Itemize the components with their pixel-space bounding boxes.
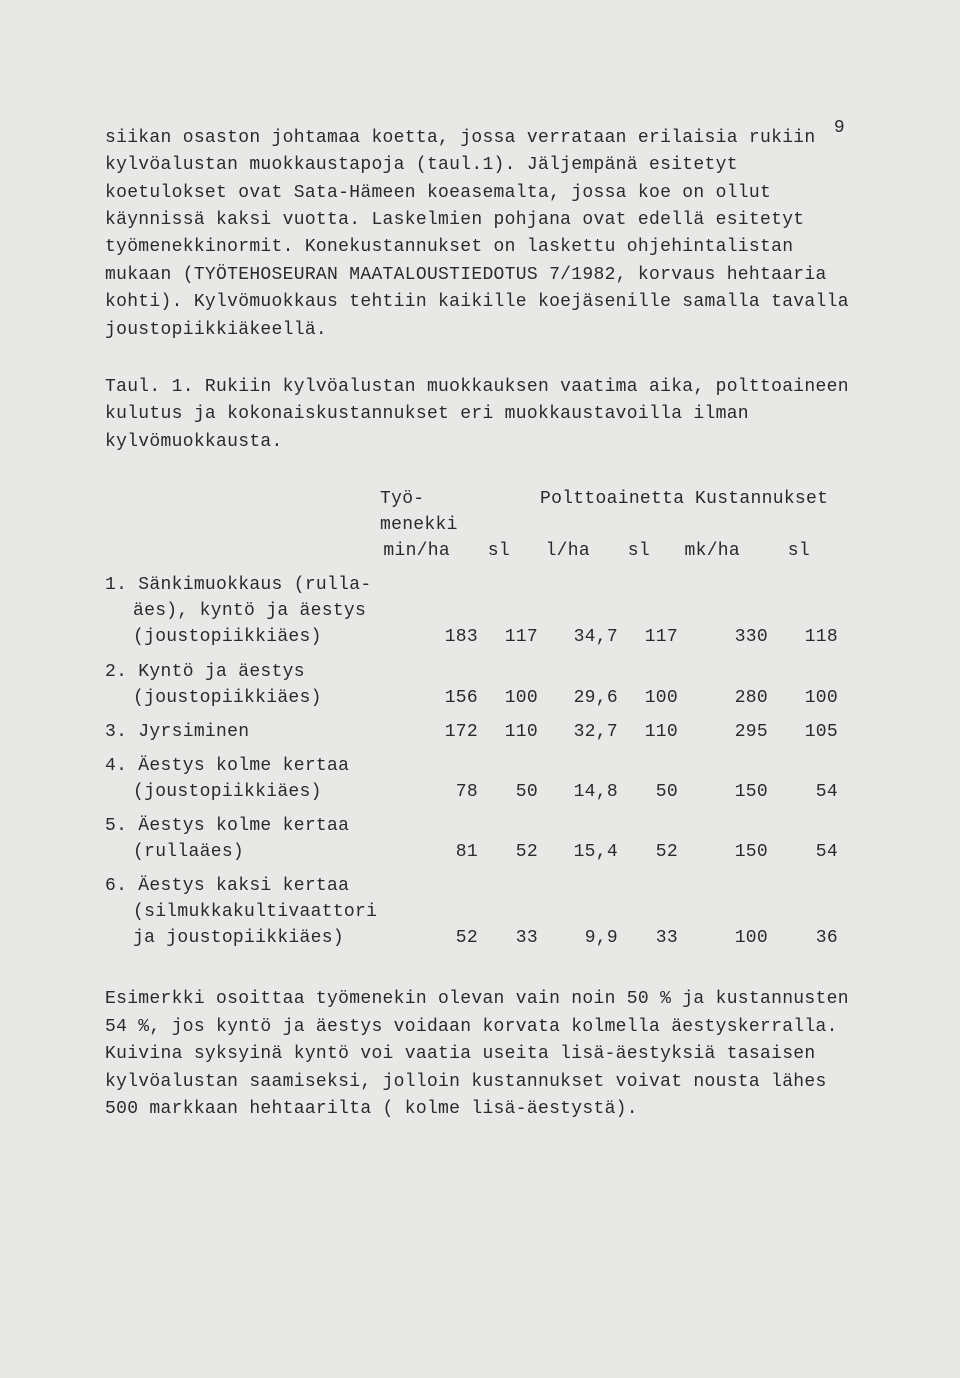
cell-value: 295 [678, 719, 768, 745]
cell-value: 150 [678, 779, 768, 805]
table-row: 1. Sänkimuokkaus (rulla- äes), kyntö ja … [105, 572, 870, 650]
header-tyomenekki-1: Työ- [370, 486, 520, 512]
header-polttoainetta: Polttoainetta [520, 486, 680, 512]
cell-value: 52 [618, 839, 678, 865]
table-header-group-row: Työ- Polttoainetta Kustannukset [105, 486, 870, 512]
cell-value: 81 [398, 839, 478, 865]
cell-value: 52 [478, 839, 538, 865]
cell-value: 32,7 [538, 719, 618, 745]
cell-value: 14,8 [538, 779, 618, 805]
cell-value: 150 [678, 839, 768, 865]
table-caption: Taul. 1. Rukiin kylvöalustan muokkauksen… [105, 374, 870, 456]
cell-value: 78 [398, 779, 478, 805]
header-spacer [105, 512, 370, 538]
cell-value: 183 [398, 624, 478, 650]
row-label: 3. Jyrsiminen [105, 719, 398, 745]
header-kustannukset: Kustannukset [680, 486, 855, 512]
cell-value: 156 [398, 685, 478, 711]
cell-value: 100 [768, 685, 838, 711]
header-spacer [105, 538, 370, 564]
document-page: 9 siikan osaston johtamaa koetta, jossa … [0, 0, 960, 1213]
cell-value: 172 [398, 719, 478, 745]
table-body: 1. Sänkimuokkaus (rulla- äes), kyntö ja … [105, 572, 870, 951]
cell-value: 36 [768, 925, 838, 951]
cell-value: 50 [478, 779, 538, 805]
row-label: 5. Äestys kolme kertaa (rullaäes) [105, 813, 398, 865]
cell-value: 9,9 [538, 925, 618, 951]
cell-value: 54 [768, 779, 838, 805]
header-spacer [680, 512, 855, 538]
table-row: 2. Kyntö ja äestys (joustopiikkiäes)1561… [105, 659, 870, 711]
paragraph-1: siikan osaston johtamaa koetta, jossa ve… [105, 125, 870, 344]
cell-value: 117 [478, 624, 538, 650]
table-row: 3. Jyrsiminen17211032,7110295105 [105, 719, 870, 745]
cell-value: 110 [618, 719, 678, 745]
subheader-sl2: sl [590, 538, 650, 564]
subheader-sl3: sl [740, 538, 810, 564]
cell-value: 117 [618, 624, 678, 650]
cell-value: 33 [618, 925, 678, 951]
row-label: 2. Kyntö ja äestys (joustopiikkiäes) [105, 659, 398, 711]
row-label: 1. Sänkimuokkaus (rulla- äes), kyntö ja … [105, 572, 398, 650]
cell-value: 29,6 [538, 685, 618, 711]
table-row: 6. Äestys kaksi kertaa (silmukkakultivaa… [105, 873, 870, 951]
header-spacer [105, 486, 370, 512]
cell-value: 110 [478, 719, 538, 745]
row-label: 6. Äestys kaksi kertaa (silmukkakultivaa… [105, 873, 398, 951]
data-table: Työ- Polttoainetta Kustannukset menekki … [105, 486, 870, 952]
cell-value: 54 [768, 839, 838, 865]
subheader-minha: min/ha [370, 538, 450, 564]
table-subheader-row: min/ha sl l/ha sl mk/ha sl [105, 538, 870, 564]
cell-value: 100 [618, 685, 678, 711]
cell-value: 34,7 [538, 624, 618, 650]
header-spacer [520, 512, 680, 538]
table-row: 5. Äestys kolme kertaa (rullaäes)815215,… [105, 813, 870, 865]
cell-value: 118 [768, 624, 838, 650]
cell-value: 280 [678, 685, 768, 711]
table-row: 4. Äestys kolme kertaa (joustopiikkiäes)… [105, 753, 870, 805]
table-header-group-row2: menekki [105, 512, 870, 538]
cell-value: 100 [478, 685, 538, 711]
cell-value: 105 [768, 719, 838, 745]
subheader-mkha: mk/ha [650, 538, 740, 564]
cell-value: 15,4 [538, 839, 618, 865]
row-label: 4. Äestys kolme kertaa (joustopiikkiäes) [105, 753, 398, 805]
subheader-lha: l/ha [510, 538, 590, 564]
cell-value: 33 [478, 925, 538, 951]
cell-value: 52 [398, 925, 478, 951]
header-tyomenekki-2: menekki [370, 512, 520, 538]
subheader-sl1: sl [450, 538, 510, 564]
paragraph-3: Esimerkki osoittaa työmenekin olevan vai… [105, 986, 870, 1123]
cell-value: 330 [678, 624, 768, 650]
page-number: 9 [834, 118, 845, 138]
cell-value: 50 [618, 779, 678, 805]
cell-value: 100 [678, 925, 768, 951]
